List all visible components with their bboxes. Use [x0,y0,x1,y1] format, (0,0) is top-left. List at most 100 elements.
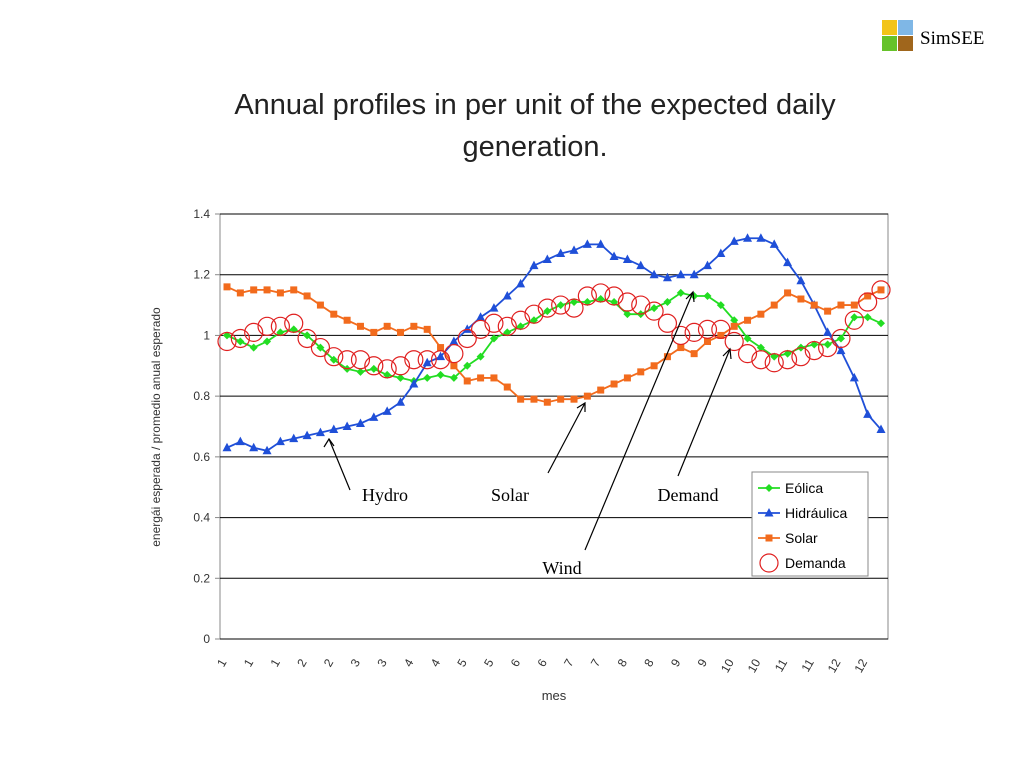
logo-text: SimSEE [920,28,984,49]
marker [697,319,718,339]
marker [409,379,419,388]
marker [343,316,351,324]
marker [777,350,798,370]
marker [383,370,392,379]
marker [684,322,704,342]
x-tick-label: 12 [851,656,870,675]
marker [583,298,592,307]
marker [355,418,365,427]
marker [716,301,725,310]
marker [377,359,397,379]
marker [329,355,338,364]
marker [457,328,477,349]
marker [717,331,725,339]
marker [703,291,712,300]
marker [716,248,726,257]
marker [517,395,525,403]
marker [324,347,344,367]
marker [730,322,738,330]
legend-marker [765,484,773,492]
marker [637,368,645,376]
marker [222,442,232,452]
marker [423,325,431,333]
legend-label: Solar [785,530,818,546]
marker [556,248,566,257]
marker [583,392,591,400]
marker [836,345,846,355]
marker [289,433,299,443]
legend-marker [759,553,779,573]
marker [657,313,678,333]
marker [850,313,859,322]
marker [783,257,793,267]
marker [516,278,526,288]
marker [329,424,339,434]
marker [751,350,771,370]
marker [244,322,264,342]
marker [617,292,638,312]
marker [342,421,352,430]
marker [702,260,712,270]
marker [463,377,471,385]
marker [689,269,699,279]
marker [356,322,364,330]
marker [724,331,744,352]
marker [444,344,464,364]
marker [596,295,605,303]
marker [770,301,778,309]
chart-title: Annual profiles in per unit of the expec… [234,89,836,163]
marker [791,347,811,367]
marker [303,331,312,340]
marker [503,328,512,337]
marker [449,336,459,345]
marker [235,436,245,446]
marker [524,304,544,324]
marker [596,239,606,248]
marker [257,316,277,336]
logo-icon [882,20,913,51]
marker [636,260,646,270]
marker [462,324,472,333]
marker [730,316,739,325]
marker [382,406,392,415]
marker [449,373,458,382]
marker [863,409,873,418]
marker [757,310,765,318]
marker [275,436,285,446]
marker [671,325,691,346]
marker [250,286,258,294]
marker [404,350,424,370]
marker [302,430,312,440]
marker [316,343,325,352]
marker [383,322,391,330]
marker [390,356,411,376]
marker [743,334,752,343]
marker [489,303,499,312]
marker [850,301,858,309]
marker [263,286,271,294]
marker [297,328,317,349]
marker [844,310,864,330]
marker [610,380,618,388]
marker [369,364,378,373]
marker [877,286,885,294]
marker [410,322,418,330]
legend-label: Demanda [785,555,846,571]
annotation: Wind [542,558,581,578]
marker [230,328,250,349]
marker [511,310,531,330]
marker [604,286,624,306]
y-tick-label: 0.8 [193,389,210,403]
marker [823,340,832,349]
marker [622,254,632,264]
marker [871,280,891,300]
marker [810,301,818,309]
marker [303,292,311,300]
marker [236,337,245,346]
marker [577,286,597,306]
marker [396,397,406,406]
marker [863,313,872,322]
marker [676,269,686,279]
marker [484,313,504,333]
marker [609,251,619,260]
